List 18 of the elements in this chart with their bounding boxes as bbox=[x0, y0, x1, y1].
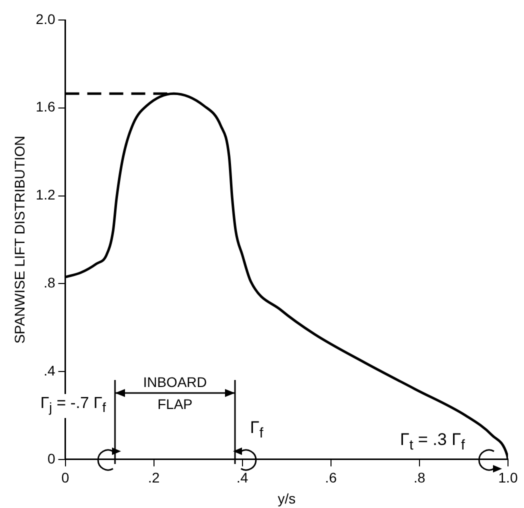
x-tick-label: .4 bbox=[236, 470, 248, 486]
x-tick-label: 1.0 bbox=[498, 470, 518, 486]
x-tick-label: 0 bbox=[61, 470, 70, 486]
y-tick-label: .8 bbox=[44, 274, 56, 290]
x-tick-label: .6 bbox=[325, 470, 337, 486]
y-tick-label: 1.6 bbox=[36, 98, 56, 115]
y-axis-title: SPANWISE LIFT DISTRIBUTION bbox=[11, 136, 28, 344]
y-tick-label: .4 bbox=[44, 362, 56, 378]
y-tick-label: 2.0 bbox=[36, 10, 56, 27]
x-tick-label: .8 bbox=[414, 470, 426, 486]
y-tick-label: 0 bbox=[47, 450, 56, 466]
annotation: Γ$_{f}$ bbox=[250, 418, 264, 444]
annotation: Γ$_{j}$ = -.7 Γ$_{f}$ bbox=[40, 394, 106, 418]
annotation: Γ$_{t}$ = .3 Γ$_{f}$ bbox=[400, 430, 465, 456]
y-tick-label: 1.2 bbox=[36, 186, 56, 203]
x-tick-label: .2 bbox=[148, 470, 160, 486]
x-axis-title: y/s bbox=[278, 490, 296, 506]
annotation: INBOARD FLAP bbox=[142, 373, 208, 414]
